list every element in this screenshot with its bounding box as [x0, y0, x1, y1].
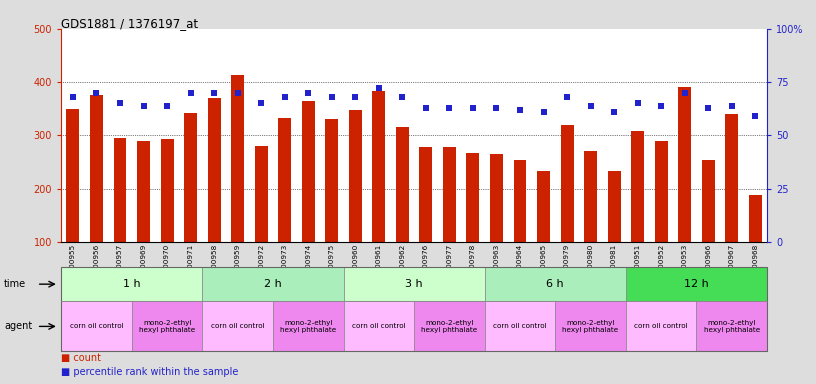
- Bar: [490, 154, 503, 242]
- Point: [443, 104, 456, 111]
- Bar: [678, 88, 691, 242]
- Point: [396, 94, 409, 100]
- Bar: [419, 147, 432, 242]
- Point: [184, 90, 197, 96]
- Text: GDS1881 / 1376197_at: GDS1881 / 1376197_at: [61, 17, 198, 30]
- Point: [161, 103, 174, 109]
- Bar: [725, 114, 738, 242]
- Point: [467, 104, 480, 111]
- Bar: [302, 101, 315, 242]
- Text: corn oil control: corn oil control: [211, 323, 264, 329]
- Text: time: time: [4, 279, 26, 289]
- Text: 2 h: 2 h: [264, 279, 282, 289]
- Bar: [278, 118, 291, 242]
- Point: [255, 100, 268, 106]
- Bar: [231, 75, 244, 242]
- Point: [278, 94, 291, 100]
- Point: [584, 103, 597, 109]
- Text: corn oil control: corn oil control: [69, 323, 123, 329]
- Point: [137, 103, 150, 109]
- Text: mono-2-ethyl
hexyl phthalate: mono-2-ethyl hexyl phthalate: [421, 320, 477, 333]
- Text: 3 h: 3 h: [406, 279, 423, 289]
- Point: [654, 103, 667, 109]
- Text: mono-2-ethyl
hexyl phthalate: mono-2-ethyl hexyl phthalate: [139, 320, 195, 333]
- Text: corn oil control: corn oil control: [493, 323, 547, 329]
- Point: [326, 94, 339, 100]
- Bar: [467, 153, 480, 242]
- Bar: [702, 161, 715, 242]
- Point: [513, 107, 526, 113]
- Point: [631, 100, 644, 106]
- Point: [231, 90, 244, 96]
- Point: [90, 90, 103, 96]
- Text: corn oil control: corn oil control: [634, 323, 688, 329]
- Text: 12 h: 12 h: [684, 279, 709, 289]
- Bar: [372, 91, 385, 242]
- Bar: [537, 171, 550, 242]
- Bar: [513, 161, 526, 242]
- Point: [302, 90, 315, 96]
- Bar: [326, 119, 339, 242]
- Point: [608, 109, 621, 115]
- Point: [348, 94, 361, 100]
- Text: ■ percentile rank within the sample: ■ percentile rank within the sample: [61, 367, 238, 377]
- Bar: [90, 95, 103, 242]
- Bar: [443, 147, 456, 242]
- Bar: [113, 138, 126, 242]
- Bar: [608, 171, 621, 242]
- Point: [725, 103, 738, 109]
- Point: [490, 104, 503, 111]
- Bar: [255, 146, 268, 242]
- Point: [66, 94, 79, 100]
- Bar: [161, 139, 174, 242]
- Point: [702, 104, 715, 111]
- Point: [749, 113, 762, 119]
- Text: mono-2-ethyl
hexyl phthalate: mono-2-ethyl hexyl phthalate: [562, 320, 619, 333]
- Text: ■ count: ■ count: [61, 353, 101, 363]
- Point: [678, 90, 691, 96]
- Bar: [137, 141, 150, 242]
- Point: [419, 104, 432, 111]
- Bar: [654, 141, 667, 242]
- Text: 6 h: 6 h: [547, 279, 564, 289]
- Point: [113, 100, 126, 106]
- Text: mono-2-ethyl
hexyl phthalate: mono-2-ethyl hexyl phthalate: [280, 320, 336, 333]
- Bar: [66, 109, 79, 242]
- Bar: [631, 131, 644, 242]
- Bar: [348, 110, 361, 242]
- Bar: [184, 113, 197, 242]
- Text: 1 h: 1 h: [123, 279, 140, 289]
- Bar: [584, 151, 597, 242]
- Point: [561, 94, 574, 100]
- Bar: [396, 127, 409, 242]
- Bar: [207, 98, 220, 242]
- Bar: [749, 195, 762, 242]
- Point: [372, 85, 385, 91]
- Text: agent: agent: [4, 321, 33, 331]
- Point: [537, 109, 550, 115]
- Bar: [561, 125, 574, 242]
- Text: corn oil control: corn oil control: [352, 323, 406, 329]
- Text: mono-2-ethyl
hexyl phthalate: mono-2-ethyl hexyl phthalate: [703, 320, 760, 333]
- Point: [207, 90, 220, 96]
